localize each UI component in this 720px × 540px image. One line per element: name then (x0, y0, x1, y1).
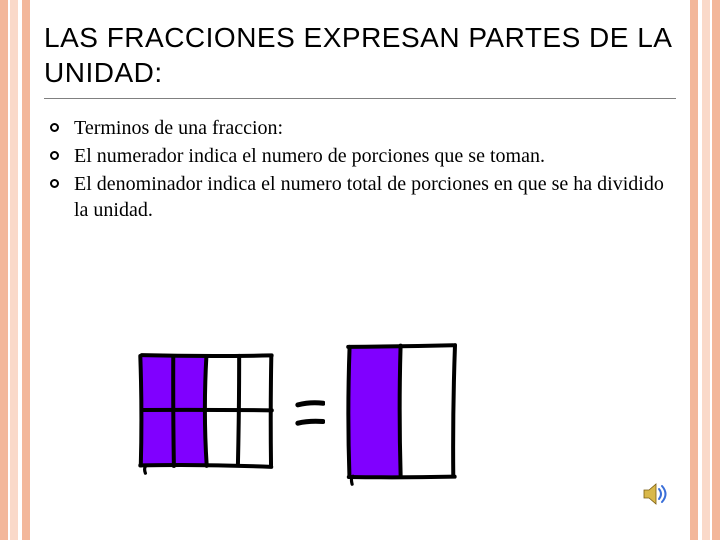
decor-bar-left-1 (0, 0, 8, 540)
decor-bar-right-3 (690, 0, 698, 540)
decor-bar-left-2 (10, 0, 18, 540)
content-area: LAS FRACCIONES EXPRESAN PARTES DE LA UNI… (44, 20, 676, 225)
bullet-list: Terminos de una fraccion: El numerador i… (50, 115, 676, 223)
bullet-item: El numerador indica el numero de porcion… (50, 143, 676, 169)
decor-bar-right-1 (712, 0, 720, 540)
decor-bar-left-3 (22, 0, 30, 540)
fraction-figure (135, 340, 460, 492)
left-grid (135, 350, 277, 482)
slide-title: LAS FRACCIONES EXPRESAN PARTES DE LA UNI… (44, 20, 676, 99)
speaker-icon (642, 482, 670, 506)
decor-bar-right-2 (702, 0, 710, 540)
right-grid (343, 340, 460, 492)
bullet-item: El denominador indica el numero total de… (50, 171, 676, 223)
slide: LAS FRACCIONES EXPRESAN PARTES DE LA UNI… (0, 0, 720, 540)
bullet-item: Terminos de una fraccion: (50, 115, 676, 141)
equals-icon (295, 398, 325, 434)
